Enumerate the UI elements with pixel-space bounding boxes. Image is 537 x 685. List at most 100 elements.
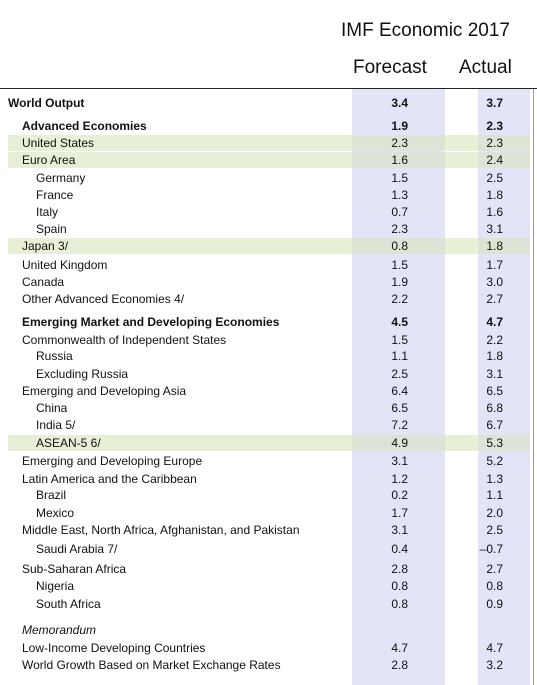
row-label: United States <box>22 136 95 150</box>
actual-value: 3.1 <box>486 367 503 381</box>
row-label: Other Advanced Economies 4/ <box>22 292 185 306</box>
forecast-value: 3.1 <box>391 523 408 537</box>
forecast-value: 6.4 <box>391 384 408 398</box>
row-label: Advanced Economies <box>22 119 147 133</box>
actual-value: 2.5 <box>486 171 503 185</box>
row-label: Brazil <box>36 488 67 502</box>
forecast-value: 0.4 <box>391 542 408 556</box>
row-highlight <box>8 135 530 151</box>
row-label: South Africa <box>36 597 101 611</box>
forecast-band <box>352 88 445 685</box>
header-rule <box>0 88 537 89</box>
actual-value: 3.1 <box>486 222 503 236</box>
actual-value: 2.3 <box>486 136 503 150</box>
forecast-value: 4.7 <box>391 641 408 655</box>
forecast-value: 1.3 <box>391 188 408 202</box>
forecast-value: 4.5 <box>391 315 408 329</box>
forecast-value: 1.5 <box>391 258 408 272</box>
forecast-value: 7.2 <box>391 418 408 432</box>
actual-value: 5.3 <box>486 436 503 450</box>
forecast-value: 0.7 <box>391 205 408 219</box>
forecast-value: 1.5 <box>391 171 408 185</box>
row-label: Middle East, North Africa, Afghanistan, … <box>22 523 300 537</box>
actual-value: 6.5 <box>486 384 503 398</box>
row-label: World Output <box>8 96 85 110</box>
row-highlight <box>8 238 530 254</box>
row-label: United Kingdom <box>22 258 108 272</box>
forecast-value: 0.8 <box>391 579 408 593</box>
actual-value: 2.4 <box>486 153 503 167</box>
forecast-value: 0.8 <box>391 239 408 253</box>
forecast-value: 3.1 <box>391 454 408 468</box>
actual-value: 1.1 <box>486 488 503 502</box>
forecast-value: 0.2 <box>391 488 408 502</box>
actual-value: –0.7 <box>479 542 503 556</box>
row-label: Excluding Russia <box>36 367 129 381</box>
row-highlight <box>8 152 530 168</box>
forecast-value: 1.2 <box>391 472 408 486</box>
actual-value: 6.8 <box>486 401 503 415</box>
actual-value: 3.2 <box>486 658 503 672</box>
forecast-value: 2.3 <box>391 136 408 150</box>
actual-value: 0.8 <box>486 579 503 593</box>
forecast-value: 2.8 <box>391 562 408 576</box>
actual-value: 5.2 <box>486 454 503 468</box>
forecast-value: 3.4 <box>391 96 408 110</box>
row-label: Euro Area <box>22 153 76 167</box>
row-label: Nigeria <box>36 579 75 593</box>
row-label: France <box>36 188 74 202</box>
actual-value: 4.7 <box>486 315 503 329</box>
actual-value: 2.5 <box>486 523 503 537</box>
forecast-value: 2.3 <box>391 222 408 236</box>
forecast-value: 1.9 <box>391 119 408 133</box>
row-label: Emerging and Developing Europe <box>22 454 203 468</box>
row-label: Latin America and the Caribbean <box>22 472 197 486</box>
forecast-value: 1.9 <box>391 275 408 289</box>
forecast-value: 6.5 <box>391 401 408 415</box>
actual-value: 2.7 <box>486 292 503 306</box>
actual-value: 4.7 <box>486 641 503 655</box>
table-title: IMF Economic 2017 <box>341 20 510 41</box>
actual-value: 2.7 <box>486 562 503 576</box>
actual-value: 1.8 <box>486 349 503 363</box>
actual-band <box>478 88 530 685</box>
forecast-value: 4.9 <box>391 436 408 450</box>
actual-value: 0.9 <box>486 597 503 611</box>
row-label: ASEAN-5 6/ <box>36 436 101 450</box>
column-header: Forecast <box>353 57 427 78</box>
row-label: Russia <box>36 349 73 363</box>
actual-value: 2.3 <box>486 119 503 133</box>
actual-value: 1.6 <box>486 205 503 219</box>
row-label: World Growth Based on Market Exchange Ra… <box>22 658 281 672</box>
row-label: Japan 3/ <box>22 239 69 253</box>
row-label: Germany <box>36 171 86 185</box>
row-label: Emerging Market and Developing Economies <box>22 315 280 329</box>
row-label: India 5/ <box>36 418 76 432</box>
actual-value: 1.8 <box>486 188 503 202</box>
actual-value: 6.7 <box>486 418 503 432</box>
forecast-value: 1.6 <box>391 153 408 167</box>
actual-value: 2.0 <box>486 506 503 520</box>
row-label: Commonwealth of Independent States <box>22 333 227 347</box>
row-label: Italy <box>36 205 59 219</box>
row-highlight <box>8 435 530 451</box>
actual-value: 1.7 <box>486 258 503 272</box>
row-label: China <box>36 401 68 415</box>
right-rule <box>533 88 534 685</box>
forecast-value: 1.7 <box>391 506 408 520</box>
actual-value: 3.0 <box>486 275 503 289</box>
forecast-value: 1.5 <box>391 333 408 347</box>
row-label: Low-Income Developing Countries <box>22 641 206 655</box>
column-header: Actual <box>459 57 512 78</box>
forecast-value: 0.8 <box>391 597 408 611</box>
row-label: Mexico <box>36 506 75 520</box>
row-label: Canada <box>22 275 65 289</box>
row-label: Memorandum <box>22 623 97 637</box>
forecast-value: 2.8 <box>391 658 408 672</box>
actual-value: 1.3 <box>486 472 503 486</box>
forecast-value: 2.5 <box>391 367 408 381</box>
row-label: Sub-Saharan Africa <box>22 562 127 576</box>
actual-value: 3.7 <box>486 96 503 110</box>
row-label: Emerging and Developing Asia <box>22 384 187 398</box>
